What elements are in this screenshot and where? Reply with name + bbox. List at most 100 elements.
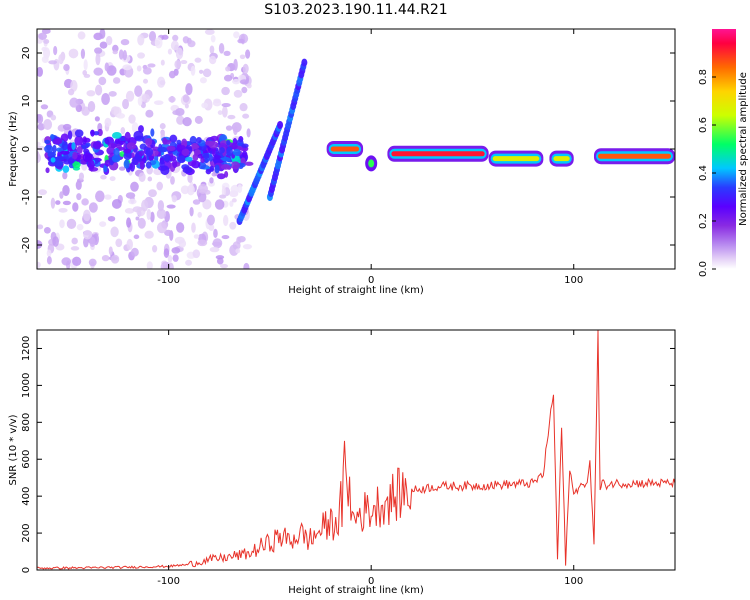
spectrogram-cell: [219, 263, 229, 269]
spectrogram-cell: [194, 57, 202, 63]
spectrogram-cell: [201, 102, 209, 109]
spectrogram-cell: [92, 141, 102, 150]
spectrogram-cell: [223, 50, 231, 57]
spectrogram-cell: [194, 115, 203, 124]
spectrogram-cell: [225, 66, 231, 72]
spectrogram-cell: [181, 148, 190, 157]
spectrogram-cell: [81, 198, 89, 206]
spectrogram-cell: [61, 141, 69, 151]
spectrogram-cell: [83, 59, 88, 71]
spectrogram-cell: [179, 145, 186, 150]
spectrogram-cell: [61, 257, 72, 266]
spectrogram-cell: [46, 256, 52, 265]
spectrogram-cell: [157, 146, 168, 153]
spectrogram-cell: [123, 148, 132, 154]
spectrogram-cell: [93, 131, 100, 136]
spectrogram-cell: [137, 52, 145, 59]
spectrogram-cell: [214, 155, 222, 160]
spectrogram-cell: [229, 244, 239, 256]
spectrogram-cell: [150, 128, 155, 137]
spectrogram-cell: [178, 239, 187, 248]
colorbar-tick-label: 0.2: [698, 213, 709, 229]
spectrogram-cell: [239, 103, 248, 112]
spectrogram-cell: [237, 184, 243, 194]
spectrogram-cell: [244, 161, 254, 166]
spectrogram-cell: [43, 226, 51, 234]
spectrogram-cell: [60, 133, 69, 142]
spectrogram-cell: [241, 86, 248, 94]
colorbar-ticks: 0.0 0.2 0.4 0.6 0.8: [698, 69, 716, 277]
spectrogram-cell: [110, 226, 119, 238]
spectrogram-cell: [83, 229, 93, 240]
spectrogram-cell: [160, 261, 171, 269]
spectrogram-cell: [63, 64, 70, 71]
spectrogram-cell: [241, 143, 249, 148]
spectrogram-cell: [55, 200, 61, 205]
spectrogram-cell: [147, 176, 153, 182]
spectrogram-cell: [133, 234, 140, 240]
snr-y-axis-label: SNR (10 * v/v): [8, 414, 19, 485]
spectrogram-cell: [37, 113, 44, 125]
spectrogram-y-axis-label: Frequency (Hz): [8, 111, 19, 187]
x-tick-label: -100: [157, 275, 180, 286]
spectrogram-cell: [176, 139, 182, 145]
spectrogram-cell: [223, 214, 229, 227]
spectrogram-cell: [136, 65, 142, 72]
colorbar-label: Normalized spectral amplitude: [738, 72, 749, 226]
spectrogram-cell: [52, 144, 57, 154]
spectrogram-cell: [86, 90, 96, 97]
spectrogram-cell: [196, 137, 202, 144]
spectrogram-cell: [99, 29, 106, 39]
spectrogram-cell: [50, 114, 57, 121]
spectrogram-cell: [199, 77, 207, 84]
spectrogram-cell: [202, 199, 212, 210]
spectrogram-cell: [53, 45, 58, 56]
spectrogram-cell: [52, 236, 59, 247]
spectrogram-cell: [197, 239, 208, 247]
spectrogram-cell: [174, 59, 182, 69]
chart-title: S103.2023.190.11.44.R21: [264, 2, 447, 18]
spectrogram-cell: [128, 114, 136, 124]
spectrogram-cell: [166, 204, 176, 209]
spectrogram-cell: [176, 222, 185, 233]
spectrogram-cell: [159, 80, 166, 86]
spectrogram-cell: [204, 29, 215, 35]
spectrogram-cell: [41, 55, 49, 63]
spectrogram-cell: [104, 62, 110, 72]
spectrogram-cell: [229, 221, 237, 230]
spectrogram-cell: [120, 127, 126, 135]
spectrogram-cell: [104, 117, 112, 128]
y-tick-label: 20: [21, 47, 32, 60]
spectrogram-cell: [218, 42, 225, 54]
spectrogram-cell: [44, 144, 54, 154]
spectrogram-cell: [233, 89, 243, 98]
spectrogram-cell: [239, 54, 246, 60]
spectrogram-cell: [110, 254, 120, 264]
spectrogram-cell: [146, 208, 152, 221]
spectrogram-cell: [108, 246, 113, 256]
spectrogram-cell: [112, 77, 121, 84]
spectrogram-cell: [116, 112, 126, 119]
spectrogram-cell: [191, 142, 198, 150]
spectrogram-cell: [37, 224, 44, 230]
spectrogram-cell: [124, 131, 131, 142]
spectrogram-cell: [242, 243, 253, 250]
spectrogram-cell: [146, 261, 153, 269]
spectrogram-cell: [225, 125, 233, 131]
spectrogram-cell: [169, 134, 178, 143]
spectrogram-cell: [206, 214, 215, 226]
spectrogram-cell: [240, 157, 246, 165]
spectrogram-cell: [153, 100, 164, 106]
spectrogram-cell: [162, 154, 171, 161]
spectrogram-cell: [150, 211, 155, 223]
spectrogram-cell: [111, 198, 122, 209]
spectrogram-cell: [118, 49, 124, 60]
spectrogram-cell: [139, 161, 145, 170]
spectrogram-cell: [71, 142, 76, 151]
spectrogram-cell: [245, 49, 251, 59]
spectrogram-cell: [141, 199, 149, 212]
spectrogram-cell: [221, 185, 226, 198]
spectrogram-cell: [113, 148, 120, 157]
